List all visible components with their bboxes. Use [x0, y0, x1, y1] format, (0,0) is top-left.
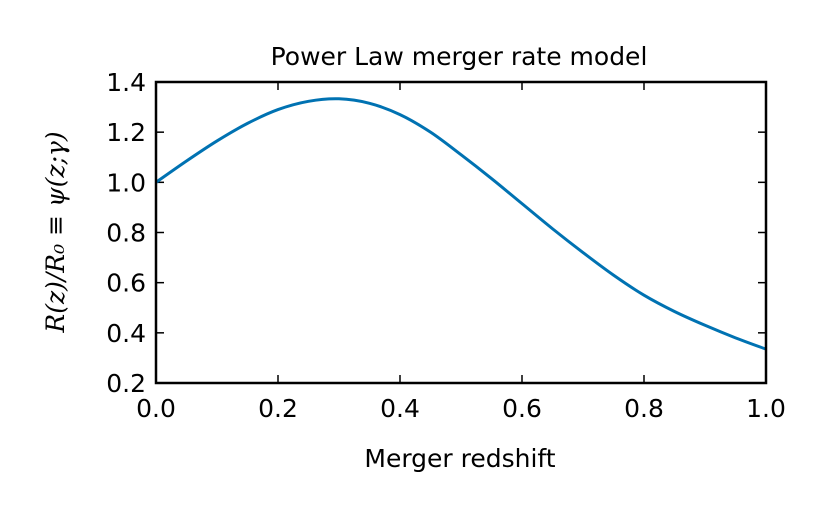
x-tick-label: 0.8 [624, 394, 664, 423]
y-tick-label: 0.4 [106, 319, 146, 348]
plot-frame [154, 80, 768, 385]
x-axis-ticks: 0.0 0.2 0.4 0.6 0.8 1.0 [136, 82, 786, 423]
y-tick-label: 0.6 [106, 269, 146, 298]
x-tick-label: 1.0 [746, 394, 786, 423]
chart-title: Power Law merger rate model [271, 42, 648, 71]
y-tick-label: 1.4 [106, 68, 146, 97]
y-tick-label: 0.8 [106, 219, 146, 248]
series-layer [155, 97, 767, 351]
y-tick-label: 1.0 [106, 168, 146, 197]
x-tick-label: 0.6 [502, 394, 542, 423]
x-tick-label: 0.0 [136, 394, 176, 423]
series-line-0 [155, 97, 767, 351]
y-axis-label: R(z)/R₀ ≡ ψ(z;γ) [41, 131, 70, 333]
x-axis-label: Merger redshift [364, 444, 555, 473]
y-axis-ticks: 0.2 0.4 0.6 0.8 1.0 1.2 1.4 [106, 68, 766, 398]
x-tick-label: 0.4 [380, 394, 420, 423]
y-tick-label: 0.2 [106, 369, 146, 398]
x-tick-label: 0.2 [258, 394, 298, 423]
y-tick-label: 1.2 [106, 118, 146, 147]
